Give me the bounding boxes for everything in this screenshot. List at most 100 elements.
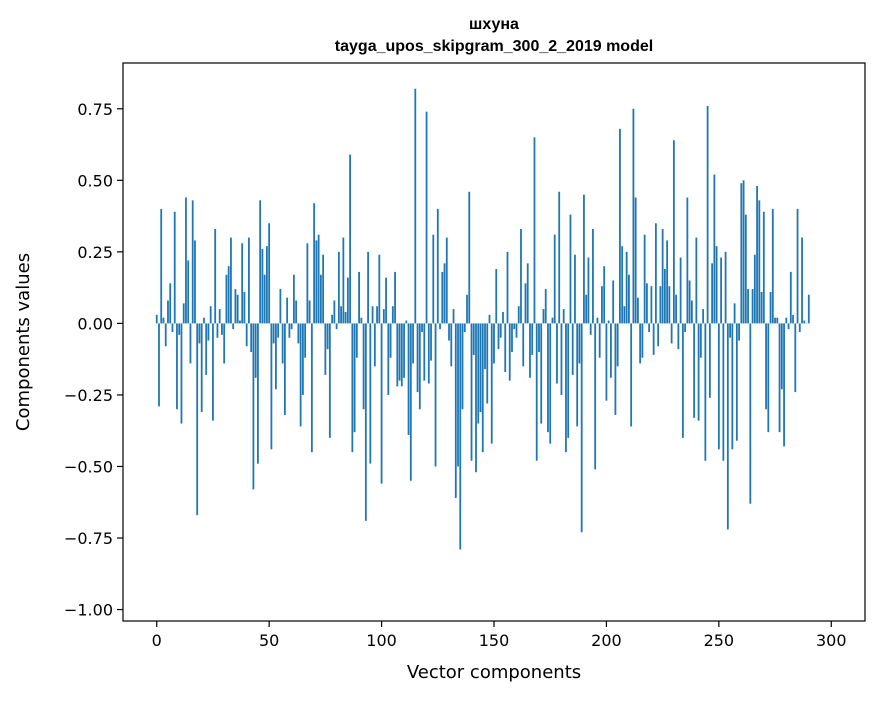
bar-252 bbox=[722, 323, 724, 460]
bar-241 bbox=[698, 323, 700, 420]
bar-253 bbox=[725, 252, 727, 324]
bar-33 bbox=[230, 238, 232, 324]
bar-68 bbox=[309, 301, 311, 324]
bar-256 bbox=[731, 323, 733, 449]
bar-15 bbox=[190, 323, 192, 363]
bar-1 bbox=[158, 323, 160, 406]
bar-215 bbox=[639, 323, 641, 363]
y-tick-label: −0.75 bbox=[64, 529, 113, 548]
bar-249 bbox=[716, 246, 718, 323]
bar-42 bbox=[250, 323, 252, 352]
bar-84 bbox=[345, 312, 347, 323]
bar-257 bbox=[734, 303, 736, 323]
x-tick-label: 200 bbox=[591, 631, 622, 650]
bar-251 bbox=[720, 258, 722, 324]
bar-20 bbox=[201, 323, 203, 412]
chart-subtitle: tayga_upos_skipgram_300_2_2019 model bbox=[335, 38, 653, 55]
bar-54 bbox=[277, 323, 279, 337]
bar-148 bbox=[489, 315, 491, 324]
bar-5 bbox=[167, 301, 169, 324]
bar-45 bbox=[257, 323, 259, 463]
bar-48 bbox=[264, 275, 266, 324]
bar-13 bbox=[185, 197, 187, 323]
bar-197 bbox=[599, 323, 601, 357]
bar-71 bbox=[315, 240, 317, 323]
bar-193 bbox=[590, 323, 592, 334]
bar-81 bbox=[338, 252, 340, 324]
bar-171 bbox=[540, 323, 542, 423]
bar-14 bbox=[187, 260, 189, 323]
bar-127 bbox=[441, 272, 443, 324]
bar-131 bbox=[450, 323, 452, 366]
bar-67 bbox=[306, 243, 308, 323]
bar-263 bbox=[747, 289, 749, 323]
bar-208 bbox=[624, 306, 626, 323]
bar-17 bbox=[194, 240, 196, 323]
bar-122 bbox=[430, 323, 432, 360]
bar-288 bbox=[803, 321, 805, 324]
bar-232 bbox=[677, 323, 679, 349]
x-tick-label: 300 bbox=[816, 631, 847, 650]
bar-57 bbox=[284, 323, 286, 415]
bar-132 bbox=[453, 309, 455, 323]
bar-87 bbox=[351, 323, 353, 452]
bar-258 bbox=[736, 323, 738, 440]
bar-248 bbox=[713, 175, 715, 324]
bar-169 bbox=[536, 323, 538, 460]
y-tick-label: 0.75 bbox=[77, 100, 113, 119]
bar-177 bbox=[554, 235, 556, 324]
bar-195 bbox=[594, 323, 596, 469]
bar-60 bbox=[291, 323, 293, 329]
bar-137 bbox=[464, 323, 466, 332]
bar-175 bbox=[549, 323, 551, 443]
x-tick-label: 150 bbox=[479, 631, 510, 650]
bar-210 bbox=[628, 275, 630, 324]
bar-73 bbox=[320, 275, 322, 324]
bar-64 bbox=[300, 323, 302, 426]
bar-203 bbox=[612, 280, 614, 323]
bar-106 bbox=[394, 272, 396, 324]
bar-51 bbox=[271, 323, 273, 449]
y-tick-label: −0.50 bbox=[64, 457, 113, 476]
bar-188 bbox=[579, 323, 581, 363]
bar-281 bbox=[788, 323, 790, 329]
bar-72 bbox=[318, 235, 320, 324]
bar-105 bbox=[392, 306, 394, 323]
bar-101 bbox=[383, 309, 385, 323]
bar-273 bbox=[770, 292, 772, 323]
bar-219 bbox=[648, 323, 650, 332]
bar-179 bbox=[558, 192, 560, 324]
bar-30 bbox=[223, 323, 225, 363]
bar-145 bbox=[482, 323, 484, 452]
bar-46 bbox=[259, 200, 261, 323]
bar-277 bbox=[779, 323, 781, 432]
bar-201 bbox=[608, 321, 610, 324]
bar-133 bbox=[455, 323, 457, 498]
bar-93 bbox=[365, 323, 367, 520]
bar-96 bbox=[372, 306, 374, 323]
bar-270 bbox=[763, 212, 765, 324]
chart-title: шхуна bbox=[469, 16, 519, 33]
bar-189 bbox=[581, 323, 583, 532]
bar-167 bbox=[531, 323, 533, 354]
bar-62 bbox=[295, 301, 297, 324]
bar-214 bbox=[637, 298, 639, 324]
bar-27 bbox=[217, 323, 219, 337]
bar-269 bbox=[761, 292, 763, 323]
bar-103 bbox=[387, 323, 389, 395]
bar-199 bbox=[603, 266, 605, 323]
bar-165 bbox=[527, 263, 529, 323]
y-tick-label: −0.25 bbox=[64, 386, 113, 405]
bar-196 bbox=[597, 318, 599, 324]
bar-135 bbox=[459, 323, 461, 549]
bar-66 bbox=[304, 323, 306, 357]
bar-182 bbox=[565, 323, 567, 452]
bar-9 bbox=[176, 323, 178, 409]
bar-181 bbox=[563, 309, 565, 323]
bar-104 bbox=[390, 323, 392, 357]
bar-184 bbox=[570, 215, 572, 324]
bar-43 bbox=[253, 323, 255, 489]
bar-282 bbox=[790, 272, 792, 324]
